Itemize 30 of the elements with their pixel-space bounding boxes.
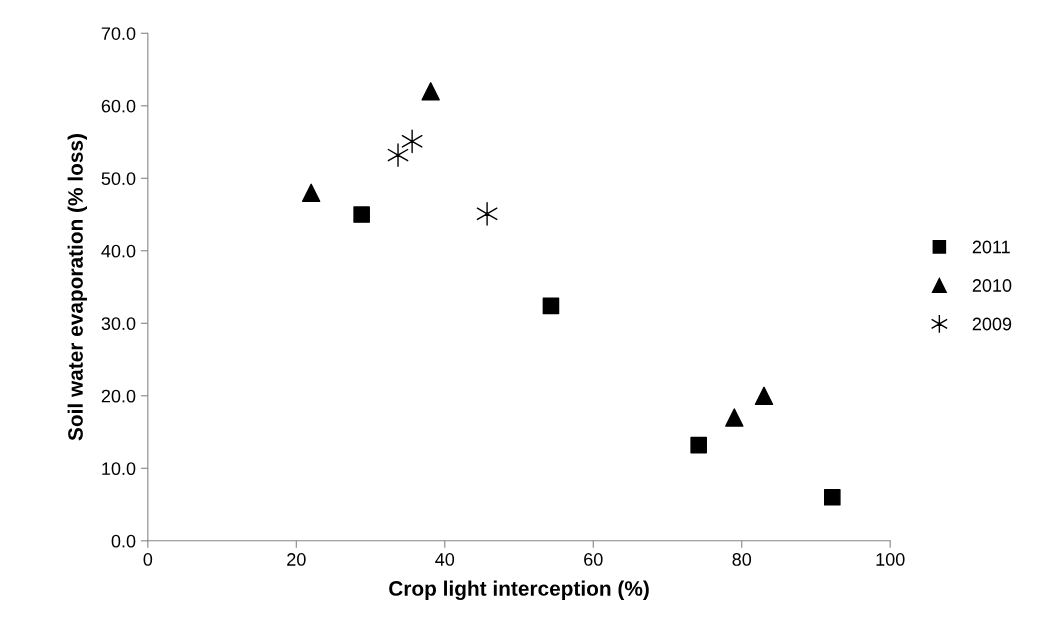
y-tick-label: 60.0	[101, 99, 136, 113]
x-tick-label: 0	[143, 553, 153, 566]
legend-label: 2011	[972, 240, 1010, 254]
x-tick-label: 80	[732, 553, 752, 566]
y-tick-label: 10.0	[102, 462, 136, 476]
x-tick-label: 40	[435, 553, 455, 566]
point	[824, 488, 841, 506]
point	[301, 183, 321, 202]
y-tick-label: 20.0	[101, 389, 136, 403]
point	[476, 201, 498, 226]
y-tick-label: 0.0	[111, 534, 136, 548]
legend-label: 2010	[972, 279, 1012, 292]
y-tick-label: 70.0	[101, 27, 136, 40]
point	[754, 386, 774, 405]
point	[542, 297, 560, 315]
point	[353, 206, 370, 223]
x-tick-label: 100	[876, 553, 905, 566]
point	[421, 82, 440, 101]
y-axis-title: Soil water evaporation (% loss)	[67, 134, 88, 441]
point	[387, 143, 409, 167]
point	[690, 436, 707, 454]
y-tick-label: 30.0	[101, 317, 136, 331]
point	[401, 129, 423, 154]
point	[725, 408, 744, 427]
x-tick-label: 60	[584, 553, 603, 566]
y-tick-label: 40.0	[101, 244, 136, 258]
y-tick-label: 50.0	[101, 172, 136, 186]
x-axis-title: Crop light interception (%)	[389, 580, 649, 601]
x-tick-label: 20	[287, 553, 306, 566]
legend-label: 2009	[972, 317, 1012, 331]
